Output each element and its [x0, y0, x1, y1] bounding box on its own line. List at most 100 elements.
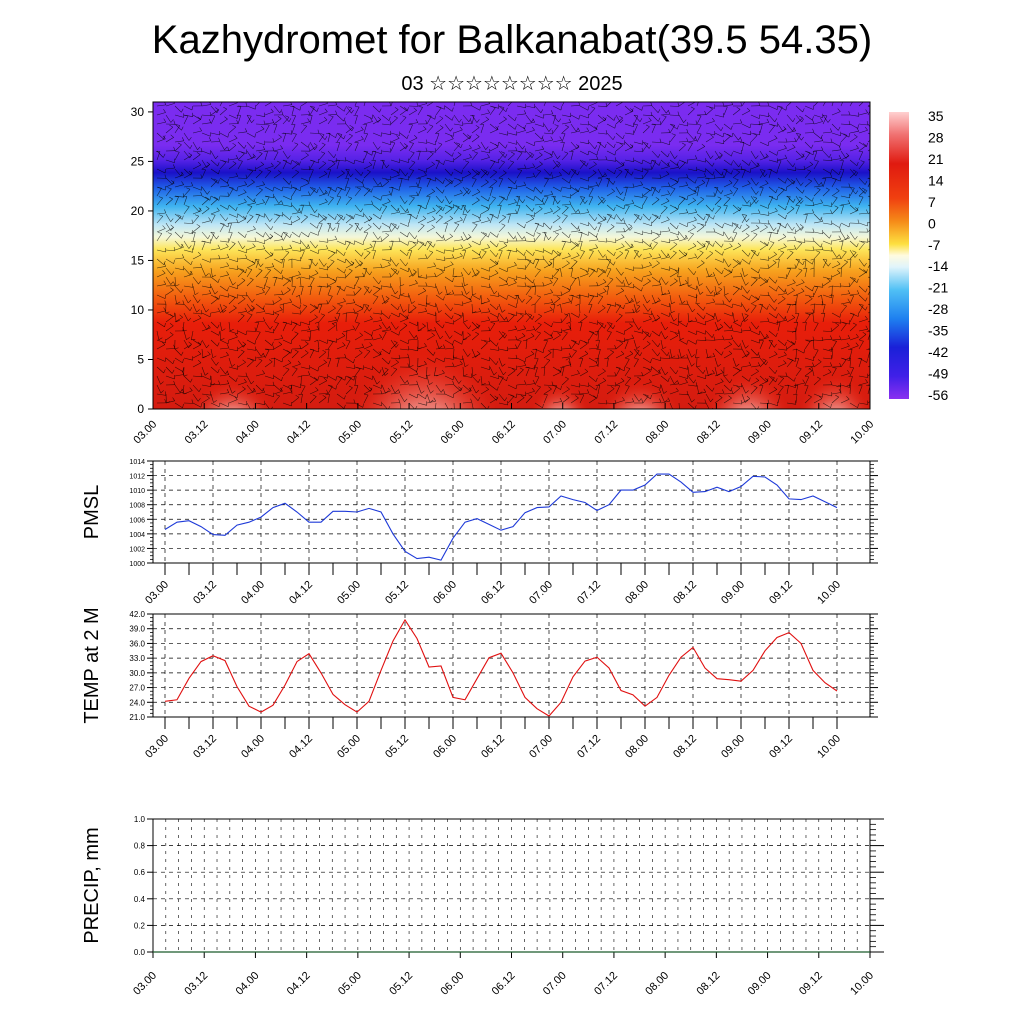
- wind-barb-flag: [493, 178, 498, 182]
- wind-barb: [831, 272, 841, 278]
- wind-barb-flag: [422, 287, 427, 291]
- wind-barb: [282, 362, 292, 368]
- wind-barb-flag: [872, 134, 875, 136]
- wind-barb-flag: [855, 190, 859, 195]
- wind-barb: [858, 189, 866, 197]
- wind-barb: [642, 371, 651, 377]
- wind-barb-flag: [477, 351, 481, 355]
- wind-barb: [444, 236, 453, 242]
- wind-barb: [336, 301, 346, 305]
- wind-barb-flag: [536, 295, 541, 298]
- wind-barb-flag: [243, 144, 247, 149]
- wind-barb: [633, 195, 643, 198]
- wind-barb-flag: [171, 271, 175, 276]
- wind-barb: [561, 114, 571, 118]
- wind-barb: [183, 312, 189, 322]
- wind-barb: [867, 159, 870, 161]
- wind-barb-flag: [325, 348, 330, 351]
- wind-barb: [561, 204, 572, 206]
- wind-barb: [183, 132, 190, 141]
- wind-barb: [345, 105, 352, 114]
- wind-barb: [498, 245, 508, 251]
- wind-barb: [714, 222, 723, 229]
- wind-barb-flag: [294, 349, 299, 352]
- wind-barb-flag: [629, 299, 633, 303]
- wind-barb-flag: [549, 258, 554, 261]
- wind-barb: [399, 325, 408, 332]
- wind-barb-flag: [468, 243, 472, 247]
- wind-barb: [408, 185, 419, 188]
- wind-barb: [525, 249, 534, 256]
- wind-barb-flag: [217, 342, 220, 347]
- wind-barb: [660, 366, 666, 376]
- wind-barb-flag: [604, 357, 609, 360]
- wind-barb-flag: [232, 124, 236, 128]
- wind-barb: [552, 298, 561, 305]
- wind-barb: [867, 263, 870, 269]
- wind-barb-flag: [208, 289, 212, 294]
- wind-barb: [489, 129, 499, 134]
- wind-barb: [813, 177, 820, 186]
- wind-barb-flag: [595, 244, 598, 248]
- wind-barb: [390, 211, 400, 215]
- wind-barb: [543, 263, 553, 269]
- wind-barb: [768, 232, 772, 242]
- wind-barb-flag: [262, 146, 266, 150]
- wind-barb: [255, 320, 265, 323]
- wind-barb: [669, 330, 679, 334]
- wind-barb-flag: [846, 234, 850, 239]
- wind-barb: [543, 196, 549, 206]
- wind-barb: [282, 247, 292, 251]
- wind-barb: [264, 339, 273, 346]
- wind-barb: [714, 285, 717, 295]
- wind-barb: [597, 141, 606, 149]
- wind-barb-flag: [703, 173, 707, 178]
- wind-barb-flag: [767, 211, 770, 216]
- wind-barb: [552, 125, 559, 134]
- wind-barb-flag: [776, 151, 778, 156]
- wind-barb-flag: [558, 225, 562, 230]
- wind-barb-flag: [727, 133, 731, 137]
- wind-barb: [219, 339, 229, 345]
- wind-barb: [822, 177, 833, 179]
- wind-barb-flag: [799, 115, 803, 119]
- wind-barb: [165, 267, 172, 276]
- wind-barb-flag: [772, 260, 777, 263]
- wind-barb: [516, 168, 527, 170]
- wind-barb-flag: [434, 327, 437, 331]
- wind-barb: [642, 170, 649, 179]
- wind-barb: [471, 240, 481, 246]
- wind-barb-flag: [232, 282, 236, 286]
- wind-barb-flag: [697, 115, 702, 117]
- wind-barb: [768, 340, 773, 350]
- wind-barb: [732, 209, 741, 215]
- wind-barb: [687, 168, 697, 172]
- wind-barb-flag: [229, 328, 234, 332]
- wind-barb: [831, 123, 839, 131]
- wind-barb-flag: [597, 178, 602, 180]
- wind-barb-flag: [197, 161, 202, 166]
- wind-barb-flag: [315, 270, 319, 274]
- wind-barb: [525, 340, 528, 350]
- wind-barb: [543, 292, 553, 296]
- wind-barb-flag: [551, 322, 553, 327]
- wind-barb: [579, 161, 586, 170]
- wind-barb: [345, 366, 355, 369]
- wind-barb: [732, 122, 742, 125]
- wind-barb-flag: [379, 334, 382, 338]
- wind-barb-flag: [641, 277, 643, 282]
- wind-barb-flag: [328, 295, 333, 297]
- wind-barb-flag: [517, 340, 522, 342]
- wind-barb: [444, 159, 454, 163]
- wind-barb-flag: [577, 171, 580, 176]
- wind-barb: [516, 312, 526, 315]
- wind-barb: [417, 103, 427, 107]
- wind-barb: [426, 218, 436, 224]
- wind-barb-flag: [322, 160, 327, 164]
- wind-barb-flag: [594, 145, 598, 149]
- wind-barb: [498, 250, 503, 260]
- wind-barb: [723, 135, 731, 143]
- wind-barb: [615, 339, 625, 343]
- wind-barb-flag: [187, 317, 192, 322]
- wind-barb-flag: [811, 197, 814, 202]
